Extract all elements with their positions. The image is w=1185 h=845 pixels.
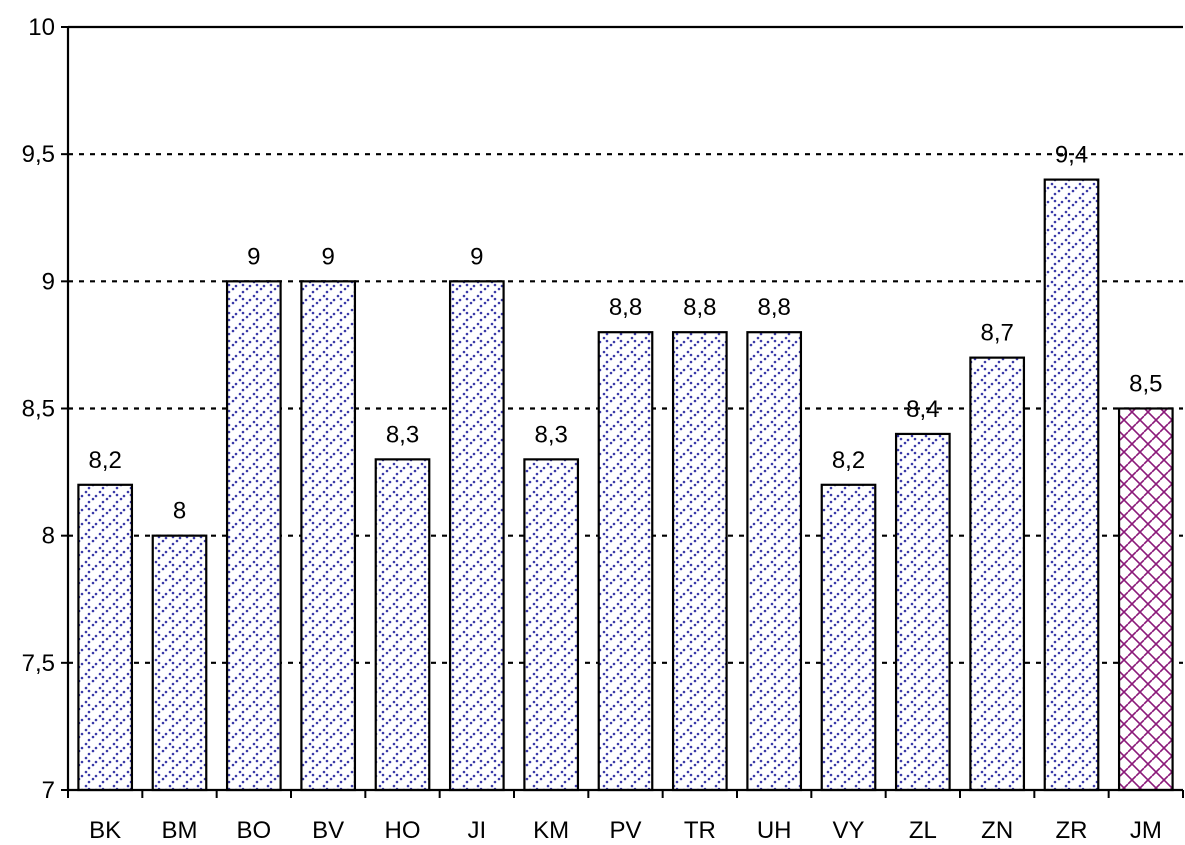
x-tick-label: ZN xyxy=(981,817,1013,844)
data-label: 9 xyxy=(470,243,483,270)
x-tick-label: JI xyxy=(467,817,486,844)
bar-uh xyxy=(746,331,803,792)
bar-bo xyxy=(225,280,282,792)
bar-ji xyxy=(448,280,505,792)
data-label: 8,2 xyxy=(88,447,121,474)
x-tick-label: TR xyxy=(684,817,716,844)
x-tick-label: BK xyxy=(89,817,121,844)
x-tick-label: JM xyxy=(1130,817,1162,844)
data-label: 8,2 xyxy=(832,447,865,474)
y-tick-label: 8,5 xyxy=(22,396,55,423)
bar-pv xyxy=(597,331,654,792)
x-tick-label: BM xyxy=(162,817,198,844)
y-tick-label: 9 xyxy=(42,268,55,295)
bar-jm xyxy=(1117,407,1174,792)
bars xyxy=(77,178,1174,792)
y-tick-label: 10 xyxy=(28,14,55,41)
bar-bk xyxy=(77,483,134,792)
data-label: 8,3 xyxy=(534,421,567,448)
y-tick-label: 9,5 xyxy=(22,141,55,168)
x-tick-label: KM xyxy=(533,817,569,844)
y-tick-label: 7 xyxy=(42,777,55,804)
data-label: 8,7 xyxy=(980,320,1013,347)
y-tick-label: 7,5 xyxy=(22,650,55,677)
gridlines xyxy=(68,25,1183,664)
bar-zn xyxy=(969,356,1026,792)
x-tick-label: PV xyxy=(609,817,641,844)
data-label: 8,4 xyxy=(906,396,939,423)
data-label: 8,5 xyxy=(1129,371,1162,398)
x-tick-label: BV xyxy=(312,817,344,844)
x-tick-label: BO xyxy=(236,817,271,844)
x-tick-label: HO xyxy=(385,817,421,844)
bar-zl xyxy=(894,432,951,792)
data-label: 8,8 xyxy=(757,294,790,321)
bar-tr xyxy=(671,331,728,792)
bar-ho xyxy=(374,458,431,792)
data-label: 8,8 xyxy=(683,294,716,321)
bar-bm xyxy=(151,534,208,792)
x-tick-label: VY xyxy=(832,817,864,844)
bar-km xyxy=(523,458,580,792)
data-label: 8,3 xyxy=(386,421,419,448)
bar-zr xyxy=(1043,178,1100,792)
x-tick-label: ZR xyxy=(1056,817,1088,844)
bar-vy xyxy=(820,483,877,792)
labels: 7 7,5 8 8,5 9 9,5 10 8,2 BK 8 BM 9 BO 9 BV 8,3 HO 9 JI 8,3 K… xyxy=(22,14,1163,844)
y-tick-label: 8 xyxy=(42,523,55,550)
bar-bv xyxy=(300,280,357,792)
x-tick-label: ZL xyxy=(909,817,937,844)
data-label: 8,8 xyxy=(609,294,642,321)
data-label: 8 xyxy=(173,498,186,525)
x-tick-label: UH xyxy=(757,817,792,844)
axes xyxy=(61,26,1184,798)
data-label: 9 xyxy=(321,243,334,270)
data-label: 9,4 xyxy=(1055,142,1088,169)
data-label: 9 xyxy=(247,243,260,270)
